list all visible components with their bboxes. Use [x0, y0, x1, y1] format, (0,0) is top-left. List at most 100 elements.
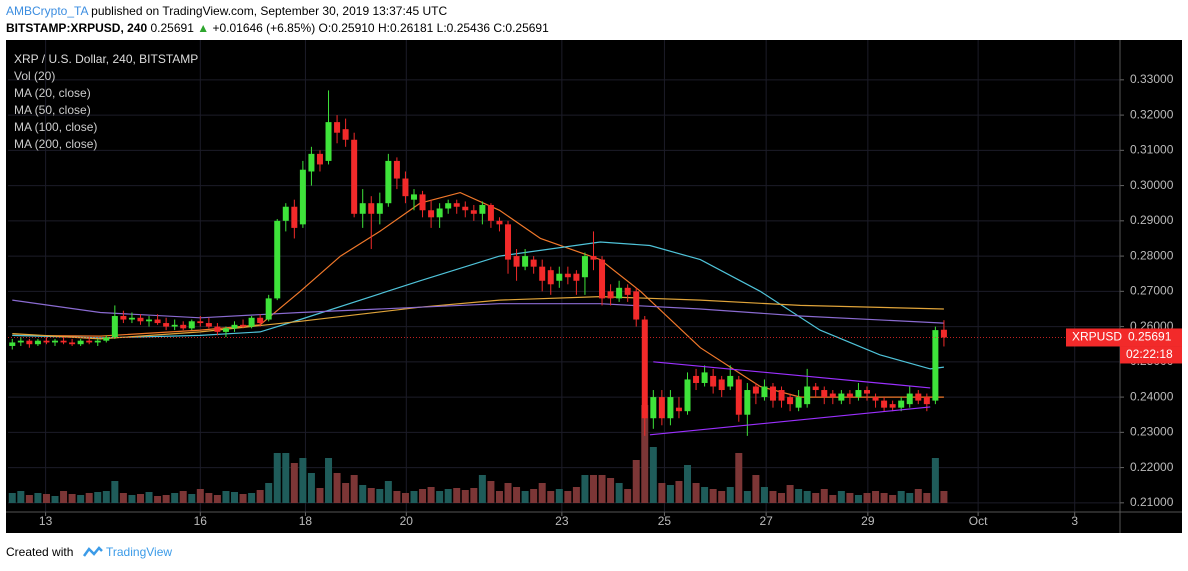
volume-bar	[478, 475, 486, 503]
high: H:0.26181	[378, 21, 434, 35]
candle-body	[599, 259, 606, 299]
volume-bar	[641, 405, 649, 503]
candle-body	[445, 203, 452, 209]
volume-bar	[538, 483, 546, 503]
volume-bar	[265, 483, 273, 503]
volume-bar	[735, 453, 743, 503]
volume-bar	[513, 487, 521, 503]
chart-area	[6, 40, 1182, 533]
candle-body	[667, 397, 674, 419]
x-tick-label: 29	[861, 514, 875, 528]
candle-body	[607, 291, 614, 299]
candle-body	[872, 397, 879, 401]
volume-bar	[17, 491, 25, 503]
volume-bar	[307, 473, 315, 503]
header-line-1: AMBCrypto_TA published on TradingView.co…	[6, 4, 447, 18]
candle-body	[291, 206, 298, 228]
candle-body	[693, 375, 700, 383]
volume-bar	[316, 488, 324, 503]
volume-bar	[393, 491, 401, 503]
candle-body	[163, 323, 170, 327]
candle-body	[710, 375, 717, 387]
volume-bar	[718, 491, 726, 503]
candle-body	[795, 397, 802, 408]
volume-bar	[803, 491, 811, 503]
candle-body	[26, 340, 33, 345]
volume-bar	[666, 485, 674, 503]
x-tick-label: 18	[299, 514, 313, 528]
candle-body	[146, 319, 153, 322]
volume-bar	[205, 493, 213, 503]
y-tick-label: 0.24000	[1130, 389, 1174, 403]
legend-entry: MA (100, close)	[14, 120, 97, 134]
volume-bar	[34, 493, 42, 503]
volume-bar	[786, 485, 794, 503]
candle-body	[69, 342, 76, 345]
volume-bar	[376, 489, 384, 503]
volume-bar	[521, 491, 529, 503]
candle-body	[120, 316, 127, 320]
candle-body	[274, 220, 281, 299]
candle-body	[684, 379, 691, 412]
candle-body	[17, 340, 24, 343]
y-tick-label: 0.28000	[1130, 248, 1174, 262]
volume-bar	[581, 475, 589, 503]
x-tick-label: 25	[658, 514, 672, 528]
open: O:0.25910	[319, 21, 375, 35]
candle-body	[487, 204, 494, 221]
x-tick-label: 20	[400, 514, 414, 528]
volume-bar	[940, 491, 948, 503]
y-tick-label: 0.22000	[1130, 460, 1174, 474]
volume-bar	[863, 493, 871, 503]
low: L:0.25436	[437, 21, 491, 35]
candle-body	[428, 210, 435, 218]
candle-body	[522, 256, 529, 267]
volume-bar	[231, 492, 239, 503]
candle-body	[769, 386, 776, 401]
y-tick-label: 0.32000	[1130, 107, 1174, 121]
y-tick-label: 0.21000	[1130, 495, 1174, 509]
volume-bar	[25, 495, 33, 503]
volume-bar	[880, 493, 888, 503]
candle-body	[52, 340, 59, 343]
volume-bar	[632, 460, 640, 503]
candle-body	[351, 139, 358, 214]
candle-body	[573, 273, 580, 281]
volume-bar	[42, 494, 50, 503]
author[interactable]: AMBCrypto_TA	[6, 4, 88, 18]
volume-bar	[350, 475, 358, 503]
volume-bar	[410, 491, 418, 503]
volume-bar	[530, 489, 538, 503]
candle-body	[154, 319, 161, 324]
legend-volume: Vol (20)	[14, 69, 55, 83]
change-arrow: ▲	[197, 21, 209, 35]
volume-bar	[837, 491, 845, 503]
candle-body	[43, 340, 50, 343]
volume-bar	[701, 487, 709, 503]
candle-body	[103, 337, 110, 341]
footer-brand[interactable]: TradingView	[106, 545, 172, 559]
volume-bar	[760, 487, 768, 503]
volume-bar	[624, 489, 632, 503]
candle-body	[188, 321, 195, 329]
volume-bar	[102, 491, 110, 503]
volume-bar	[504, 483, 512, 503]
candle-body	[402, 178, 409, 197]
candle-body	[846, 393, 853, 398]
volume-bar	[564, 491, 572, 503]
y-tick-label: 0.30000	[1130, 178, 1174, 192]
close: C:0.25691	[493, 21, 549, 35]
x-tick-label: 13	[39, 514, 53, 528]
candle-body	[932, 330, 939, 401]
ma-line	[12, 241, 944, 370]
candle-body	[633, 291, 640, 320]
y-tick-label: 0.33000	[1130, 72, 1174, 86]
candle-body	[376, 203, 383, 214]
volume-bar	[897, 491, 905, 503]
chart-title: XRP / U.S. Dollar, 240, BITSTAMP	[14, 52, 198, 66]
volume-bar	[427, 487, 435, 503]
candle-body	[889, 404, 896, 408]
volume-bar	[145, 492, 153, 503]
candle-body	[821, 390, 828, 398]
